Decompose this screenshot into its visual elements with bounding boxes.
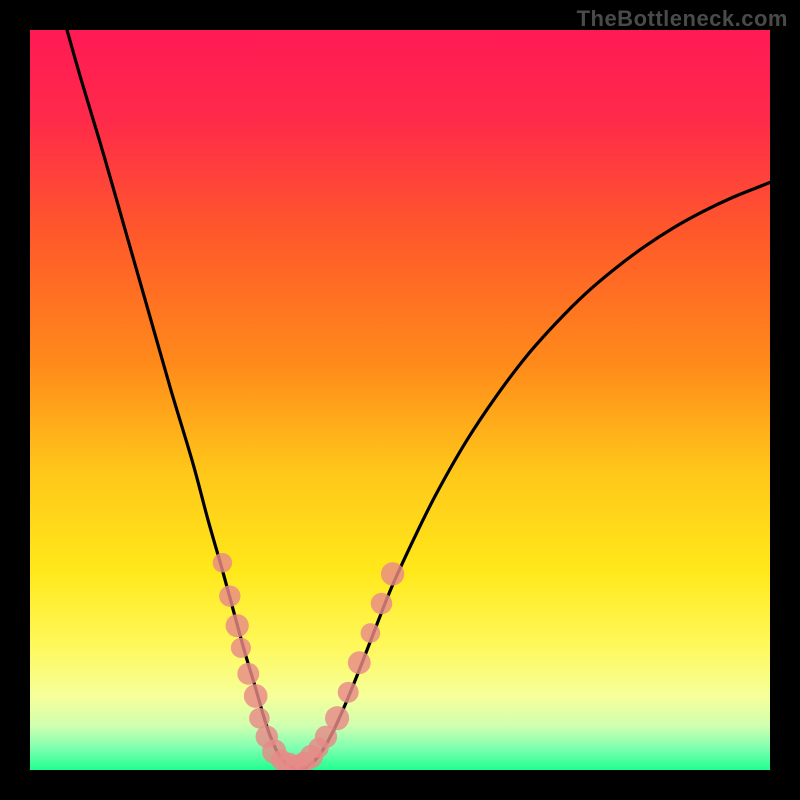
scatter-point bbox=[381, 562, 404, 585]
scatter-point bbox=[371, 593, 393, 615]
scatter-point bbox=[237, 663, 259, 685]
scatter-point bbox=[219, 585, 240, 606]
plot-area bbox=[30, 30, 770, 776]
scatter-point bbox=[338, 682, 359, 703]
bottleneck-chart-svg bbox=[0, 0, 800, 800]
chart-container: TheBottleneck.com bbox=[0, 0, 800, 800]
scatter-point bbox=[213, 553, 233, 573]
scatter-point bbox=[249, 708, 270, 729]
scatter-point bbox=[226, 614, 249, 637]
scatter-point bbox=[325, 706, 349, 730]
scatter-point bbox=[348, 651, 371, 674]
scatter-point bbox=[244, 684, 268, 708]
scatter-point bbox=[231, 638, 251, 658]
watermark-text: TheBottleneck.com bbox=[577, 6, 788, 32]
plot-gradient-background bbox=[30, 30, 770, 770]
scatter-point bbox=[361, 623, 381, 643]
